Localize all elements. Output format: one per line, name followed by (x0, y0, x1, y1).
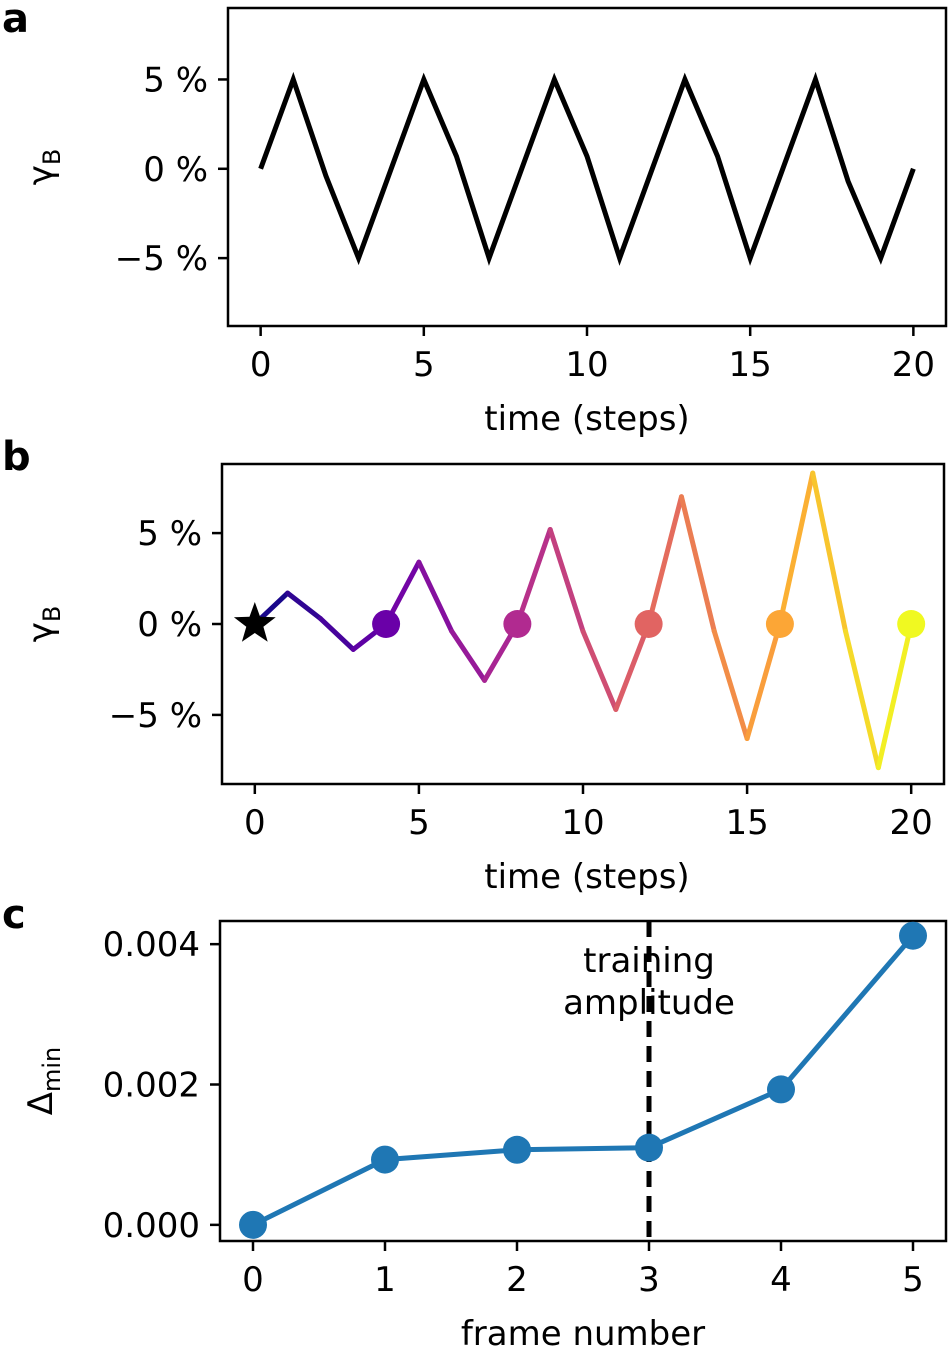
panel-c-xtick-label: 5 (902, 1260, 924, 1300)
panel-b-xtick-label: 15 (725, 803, 768, 843)
svg-text:γB: γB (21, 149, 66, 186)
panel-c-ytick-label: 0.000 (103, 1206, 200, 1246)
panel-b-series-segment (547, 526, 586, 634)
panel-b-letter: b (2, 434, 31, 480)
panel-b-series-segment (744, 621, 783, 742)
panel-c-ytick-label: 0.002 (103, 1066, 200, 1106)
panel-b-ytick-label: −5 % (109, 696, 202, 736)
panel-b-series-segment (317, 616, 356, 652)
panel-b-frame-point (503, 610, 532, 638)
panel-c-ticks: 0 1 2 3 4 5 0.000 0.002 0.004 (103, 925, 924, 1300)
panel-a-letter: a (2, 0, 29, 42)
panel-c-xtick-label: 2 (506, 1260, 528, 1300)
panel-b-series-segment (678, 494, 717, 634)
panel-b-frame-point (634, 610, 663, 638)
panel-b-ticks: 0 5 10 15 20 −5 % 0 % 5 % (109, 514, 933, 843)
panel-b-xtick-label: 0 (244, 803, 266, 843)
panel-c-frame (218, 919, 948, 1243)
panel-a-ytick-label: −5 % (115, 239, 208, 279)
panel-a-frame (226, 6, 948, 328)
panel-c-ylabel: Δmin (21, 1047, 66, 1116)
svg-text:γB: γB (21, 606, 66, 643)
panel-c-xtick-label: 0 (242, 1260, 264, 1300)
panel-a-xtick-label: 0 (250, 345, 272, 385)
panel-b-series-segment (449, 628, 488, 683)
panel-b-xtick-label: 10 (561, 803, 604, 843)
panel-c-data-point (239, 1210, 267, 1239)
panel-b-xlabel: time (steps) (484, 857, 689, 897)
panel-b-series-segment (843, 628, 881, 771)
panel-c: c 0 1 2 3 4 5 0.000 0.002 0.004 training amplitu… (2, 892, 948, 1350)
panel-b-frame-point (372, 610, 401, 638)
panel-c-xtick-label: 1 (374, 1260, 396, 1300)
panel-a-ylabel-sub: B (38, 149, 66, 165)
panel-b-series-segment (514, 526, 553, 627)
panel-b-series-segment (875, 621, 914, 771)
panel-a-series-line (258, 71, 916, 266)
panel-a-xtick-label: 15 (729, 345, 772, 385)
panel-b-frame-point (765, 610, 794, 638)
panel-b-markers (233, 602, 926, 642)
panel-c-data-point (767, 1075, 795, 1104)
panel-b-start-star-icon (233, 602, 276, 642)
panel-c-letter: c (2, 892, 26, 938)
panel-a-ytick-label: 5 % (143, 60, 208, 100)
panel-b-ytick-label: 0 % (137, 605, 202, 645)
panel-a-ytick-label: 0 % (143, 150, 208, 190)
panel-b-series-segment (646, 494, 684, 627)
panel-b-ylabel-main: γ (21, 622, 61, 642)
panel-b-frame-point (897, 610, 926, 638)
panel-c-annotation-line1: training (583, 941, 715, 981)
panel-a-xtick-label: 10 (565, 345, 608, 385)
panel-c-xtick-label: 4 (770, 1260, 792, 1300)
panel-b-ylabel-sub: B (38, 606, 66, 622)
panel-b-ylabel: γB (21, 606, 66, 643)
panel-b-series-segment (613, 621, 652, 712)
panel-c-series-line (251, 934, 915, 1228)
panel-a-ylabel: γB (21, 149, 66, 186)
panel-b-series-segment (580, 628, 619, 712)
panel-a-xtick-label: 5 (413, 345, 435, 385)
panel-a-ylabel-main: γ (21, 165, 61, 185)
panel-b-xtick-label: 20 (890, 803, 933, 843)
panel-c-ytick-label: 0.004 (103, 925, 200, 965)
panel-c-ylabel-sub: min (38, 1047, 66, 1092)
panel-c-markers (239, 921, 927, 1239)
panel-b-series (252, 470, 914, 771)
panel-b-series-segment (810, 470, 849, 634)
panel-a-xtick-label: 20 (892, 345, 935, 385)
panel-c-data-point (371, 1145, 399, 1174)
panel-a-xlabel: time (steps) (484, 399, 689, 439)
panel-b-series-segment (285, 590, 323, 622)
panel-a: a 0 5 10 15 20 −5 % 0 % 5 % time (steps) γB (2, 0, 948, 439)
panel-b: b 0 5 10 15 20 −5 % 0 % 5 % time (steps) γB (2, 434, 946, 897)
panel-b-xtick-label: 5 (408, 803, 430, 843)
panel-b-series-segment (777, 470, 816, 627)
panel-c-data-point (503, 1135, 531, 1164)
panel-b-series-segment (416, 559, 455, 634)
panel-b-ytick-label: 5 % (137, 514, 202, 554)
panel-c-data-point (635, 1133, 663, 1162)
panel-a-ticks: 0 5 10 15 20 −5 % 0 % 5 % (115, 60, 935, 385)
panel-b-series-segment (711, 628, 750, 742)
panel-c-annotation-line2: amplitude (563, 983, 735, 1023)
panel-c-ylabel-main: Δ (21, 1092, 61, 1115)
svg-text:Δmin: Δmin (21, 1047, 66, 1116)
panel-c-xtick-label: 3 (638, 1260, 660, 1300)
panel-c-xlabel: frame number (461, 1314, 705, 1350)
panel-c-data-point (899, 921, 927, 950)
